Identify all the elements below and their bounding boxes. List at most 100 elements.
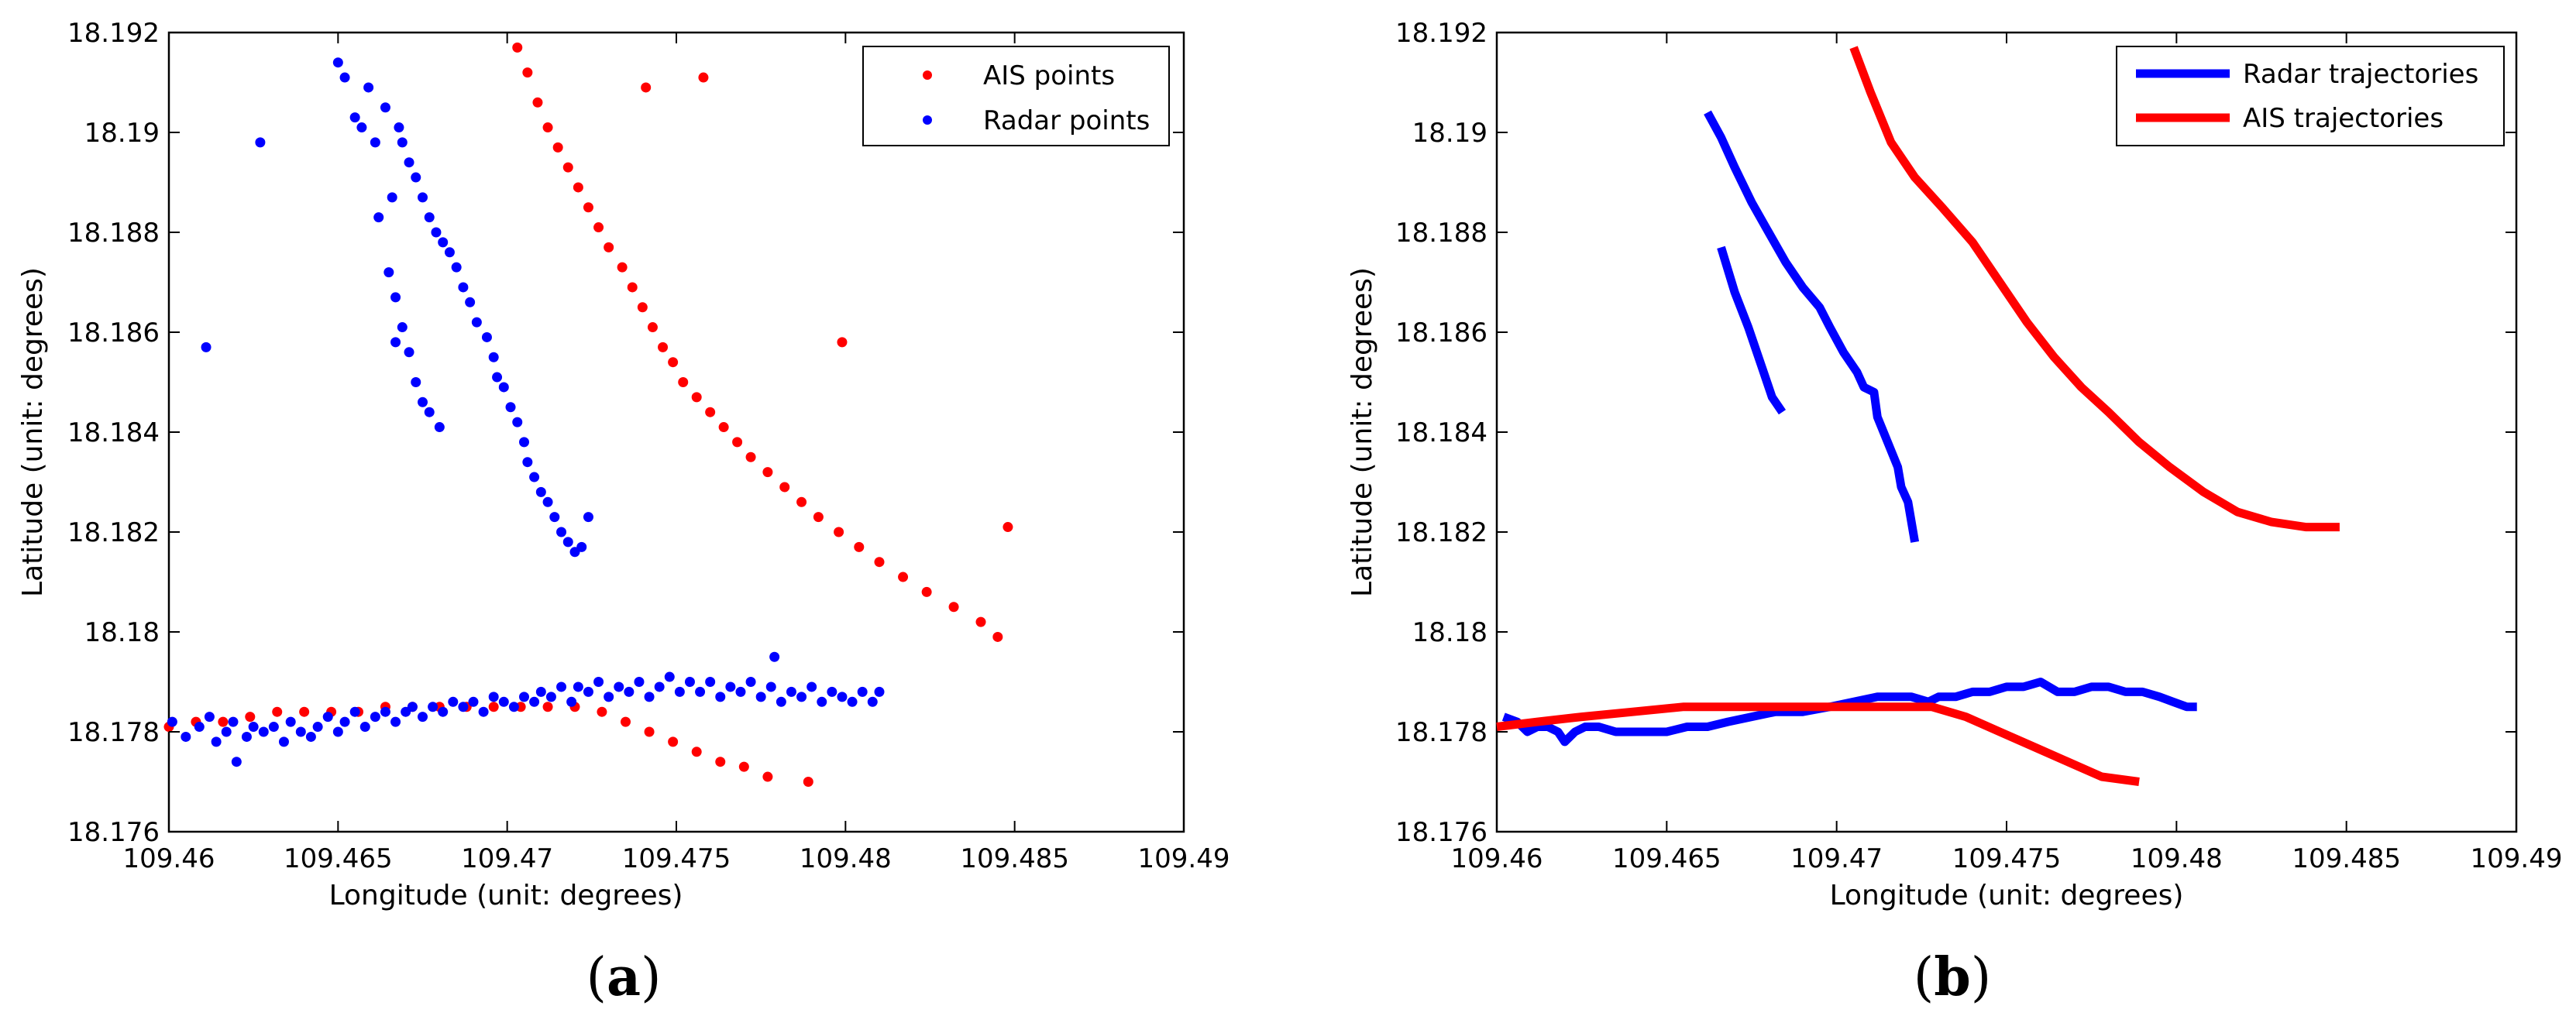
ais-point [299,706,310,717]
radar-point [211,736,222,747]
radar-point [545,692,556,702]
radar-point [837,692,848,702]
radar-point [231,757,242,767]
panel-a-y-axis-label: Latitude (unit: degrees) [17,267,49,597]
ais-point [542,122,553,133]
radar-point [363,82,374,93]
radar-point [583,686,593,697]
radar-point [488,352,499,362]
radar-point [583,512,593,523]
radar-point [221,726,232,737]
radar-point [505,402,516,413]
radar-trajectory-line [1704,110,1920,543]
ais-point [738,761,749,772]
y-tick-label: 18.186 [67,318,160,348]
panel-b-y-axis-label: Latitude (unit: degrees) [1346,267,1378,597]
radar-point [519,437,529,448]
ais-point [762,771,773,782]
radar-point [380,706,390,717]
panel-a-x-ticks: 109.46 109.465 109.47 109.475 109.48 109.485 1… [123,33,1230,874]
radar-point [204,712,215,723]
x-tick-label: 109.47 [1790,843,1883,874]
panel-b-y-ticks: 18.176 18.178 18.18 18.182 18.184 18.186 18.18… [1395,18,2516,848]
ais-point [813,512,824,523]
ais-point [621,716,631,727]
x-tick-label: 109.485 [960,843,1069,874]
y-tick-label: 18.176 [1395,817,1487,848]
y-tick-label: 18.188 [67,218,160,249]
y-tick-label: 18.184 [67,417,160,448]
radar-trajectory-line [1717,245,1787,415]
ais-point [837,337,848,348]
radar-point [438,237,449,248]
legend-radar-points-label: Radar points [983,105,1150,136]
radar-point [695,686,706,697]
radar-point [258,726,269,737]
ais-point [834,527,844,537]
x-tick-label: 109.485 [2292,843,2401,874]
ais-point [641,82,652,93]
radar-point [418,396,428,407]
ais-point [647,322,658,333]
ais-trajectory-line [1849,46,2340,532]
radar-point [796,692,807,702]
ais-point [691,747,702,757]
radar-point [248,722,259,733]
radar-point [181,731,191,742]
radar-point [404,347,414,358]
radar-point [418,712,428,723]
panel-a-series [163,42,1013,787]
ais-point [779,482,790,493]
radar-point [322,712,333,723]
x-tick-label: 109.46 [123,843,215,874]
legend-ais-points-label: AIS points [983,60,1115,91]
x-tick-label: 109.49 [1138,843,1230,874]
radar-point [508,702,519,712]
ais-point [583,202,593,213]
radar-point [498,696,509,707]
radar-point [359,722,370,733]
ais-point [573,182,583,193]
radar-point [573,681,583,692]
radar-point [535,686,546,697]
ais-point [1003,522,1013,533]
x-tick-label: 109.475 [1952,843,2062,874]
radar-point [481,331,492,342]
radar-point [255,137,266,148]
radar-point [847,696,858,707]
ais-point [715,757,726,767]
radar-point [394,122,404,133]
radar-point [458,282,469,293]
x-tick-label: 109.48 [2131,843,2223,874]
radar-point [745,677,756,687]
radar-point [424,407,435,417]
radar-point [498,382,509,393]
radar-point [285,716,296,727]
radar-point [769,651,780,662]
radar-point [380,102,390,113]
radar-point [397,137,408,148]
ais-point [658,342,669,352]
radar-point [857,686,868,697]
radar-point [438,706,449,717]
panel-a-x-axis-label: Longitude (unit: degrees) [329,880,683,911]
radar-point [312,722,323,733]
radar-point [556,527,567,537]
radar-trajectory-line [1501,678,2197,747]
x-tick-label: 109.465 [284,843,393,874]
radar-point [654,681,665,692]
radar-point [278,736,289,747]
radar-point [349,112,360,123]
ais-point [245,712,256,723]
radar-point [735,686,746,697]
radar-point [576,541,587,552]
radar-point [705,677,716,687]
radar-point [725,681,736,692]
radar-point [339,72,350,83]
radar-point [827,686,837,697]
radar-point [593,677,604,687]
ais-point [593,222,604,233]
y-tick-label: 18.182 [67,517,160,548]
radar-point [448,696,459,707]
